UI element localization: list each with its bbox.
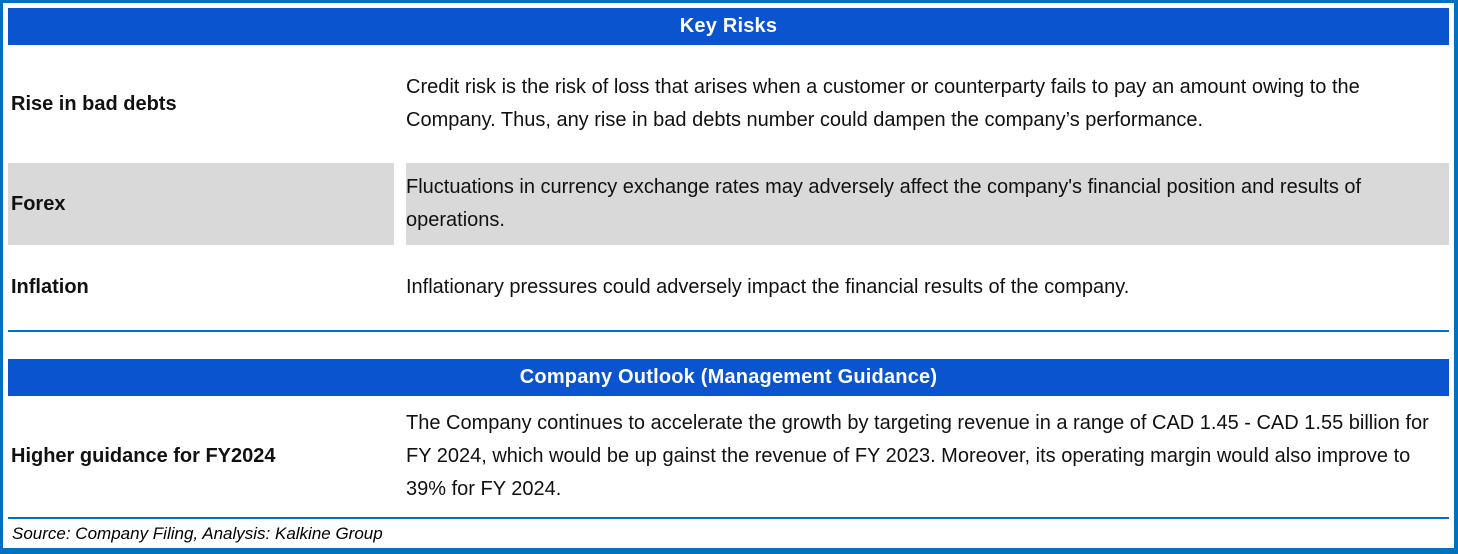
- risk-description: Fluctuations in currency exchange rates …: [406, 163, 1449, 245]
- risk-description: Inflationary pressures could adversely i…: [406, 276, 1130, 298]
- table-row-higher-guidance: Higher guidance for FY2024 The Company c…: [8, 396, 1449, 517]
- source-note: Source: Company Filing, Analysis: Kalkin…: [12, 524, 383, 543]
- risk-label: Forex: [8, 163, 394, 245]
- table-row-inflation: Inflation Inflationary pressures could a…: [8, 245, 1449, 330]
- table-row-forex: Forex Fluctuations in currency exchange …: [8, 163, 1449, 245]
- section-title: Company Outlook (Management Guidance): [519, 366, 938, 388]
- section-title: Key Risks: [679, 15, 778, 37]
- outlook-description: The Company continues to accelerate the …: [406, 412, 1429, 500]
- section-header-key-risks: Key Risks: [8, 8, 1449, 45]
- section-divider-rule: [8, 330, 1449, 332]
- outlook-label: Higher guidance for FY2024: [11, 445, 276, 467]
- section-header-company-outlook: Company Outlook (Management Guidance): [8, 359, 1449, 396]
- risk-description: Credit risk is the risk of loss that ari…: [406, 76, 1360, 131]
- risk-label: Rise in bad debts: [11, 92, 177, 115]
- section-gap: [8, 332, 1449, 359]
- footer-divider-rule: [8, 517, 1449, 519]
- report-content: Key Risks Rise in bad debts Credit risk …: [3, 3, 1454, 544]
- table-row-rise-in-bad-debts: Rise in bad debts Credit risk is the ris…: [8, 45, 1449, 163]
- risk-label: Inflation: [11, 276, 89, 298]
